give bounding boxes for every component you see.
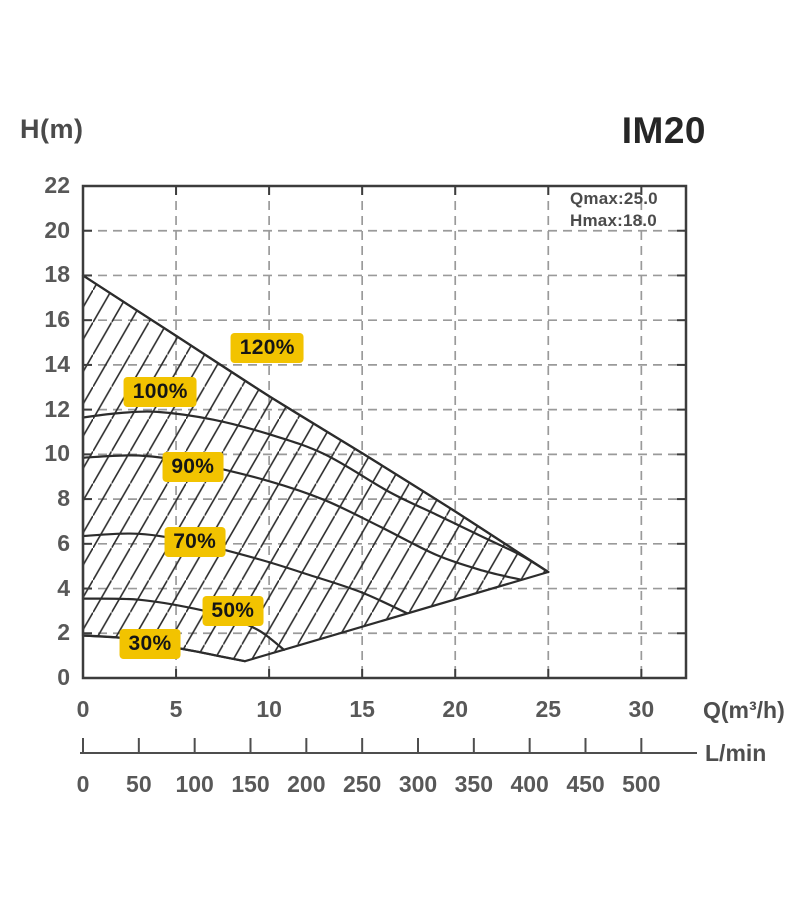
curve-speed-90 xyxy=(81,454,522,581)
ruler-tick-label-350: 350 xyxy=(454,771,494,797)
ruler-tick-label-150: 150 xyxy=(231,771,270,797)
ruler-tick-label-50: 50 xyxy=(126,771,152,797)
y-tick-label-4: 4 xyxy=(57,574,70,601)
y-tick-label-8: 8 xyxy=(57,485,70,512)
chart-title: IM20 xyxy=(621,110,706,151)
y-tick-label-20: 20 xyxy=(44,216,70,243)
curve-speed-120 xyxy=(81,274,550,574)
ruler-tick-label-300: 300 xyxy=(398,771,438,797)
axis-ticks xyxy=(83,186,686,678)
x-tick-label-15: 15 xyxy=(349,696,375,722)
x-axis-unit-label: Q(m³/h) xyxy=(703,697,785,723)
x-tick-label-10: 10 xyxy=(256,696,282,722)
hmax-value: Hmax:18.0 xyxy=(570,211,657,230)
flow-ruler-unit-label: L/min xyxy=(705,740,767,766)
ruler-tick-label-200: 200 xyxy=(287,771,326,797)
ruler-tick-label-450: 450 xyxy=(566,771,605,797)
x-tick-label-5: 5 xyxy=(169,696,183,722)
y-tick-label-14: 14 xyxy=(44,350,70,377)
x-tick-label-30: 30 xyxy=(628,696,655,722)
speed-label-50: 50% xyxy=(202,595,264,626)
y-tick-label-10: 10 xyxy=(44,440,70,467)
x-tick-label-20: 20 xyxy=(442,696,469,722)
curve-speed-70 xyxy=(81,532,408,615)
qmax-value: Qmax:25.0 xyxy=(570,189,658,208)
y-tick-label-18: 18 xyxy=(44,261,70,288)
x-tick-label-25: 25 xyxy=(535,696,562,722)
speed-label-90: 90% xyxy=(162,451,224,482)
ruler-tick-label-100: 100 xyxy=(175,771,214,797)
y-axis-title: H(m) xyxy=(20,114,84,144)
y-tick-label-0: 0 xyxy=(57,664,70,690)
ruler-tick-label-250: 250 xyxy=(342,771,382,797)
y-tick-label-16: 16 xyxy=(44,306,70,333)
y-tick-label-2: 2 xyxy=(57,619,70,646)
speed-label-100: 100% xyxy=(123,376,197,407)
y-tick-label-22: 22 xyxy=(44,172,70,198)
flow-ruler xyxy=(80,738,697,754)
plot-border xyxy=(81,184,688,680)
ruler-tick-label-0: 0 xyxy=(76,771,90,797)
ruler-tick-label-400: 400 xyxy=(510,771,549,797)
y-tick-label-6: 6 xyxy=(57,529,70,556)
qmax-hmax-annotation: Qmax:25.0 Hmax:18.0 xyxy=(570,188,658,232)
speed-label-70: 70% xyxy=(164,526,226,557)
speed-label-120: 120% xyxy=(230,333,304,364)
speed-label-30: 30% xyxy=(119,629,181,660)
x-tick-label-0: 0 xyxy=(76,696,90,722)
y-tick-label-12: 12 xyxy=(44,395,70,422)
ruler-tick-label-500: 500 xyxy=(622,771,661,797)
curve-speed-100 xyxy=(81,410,550,574)
